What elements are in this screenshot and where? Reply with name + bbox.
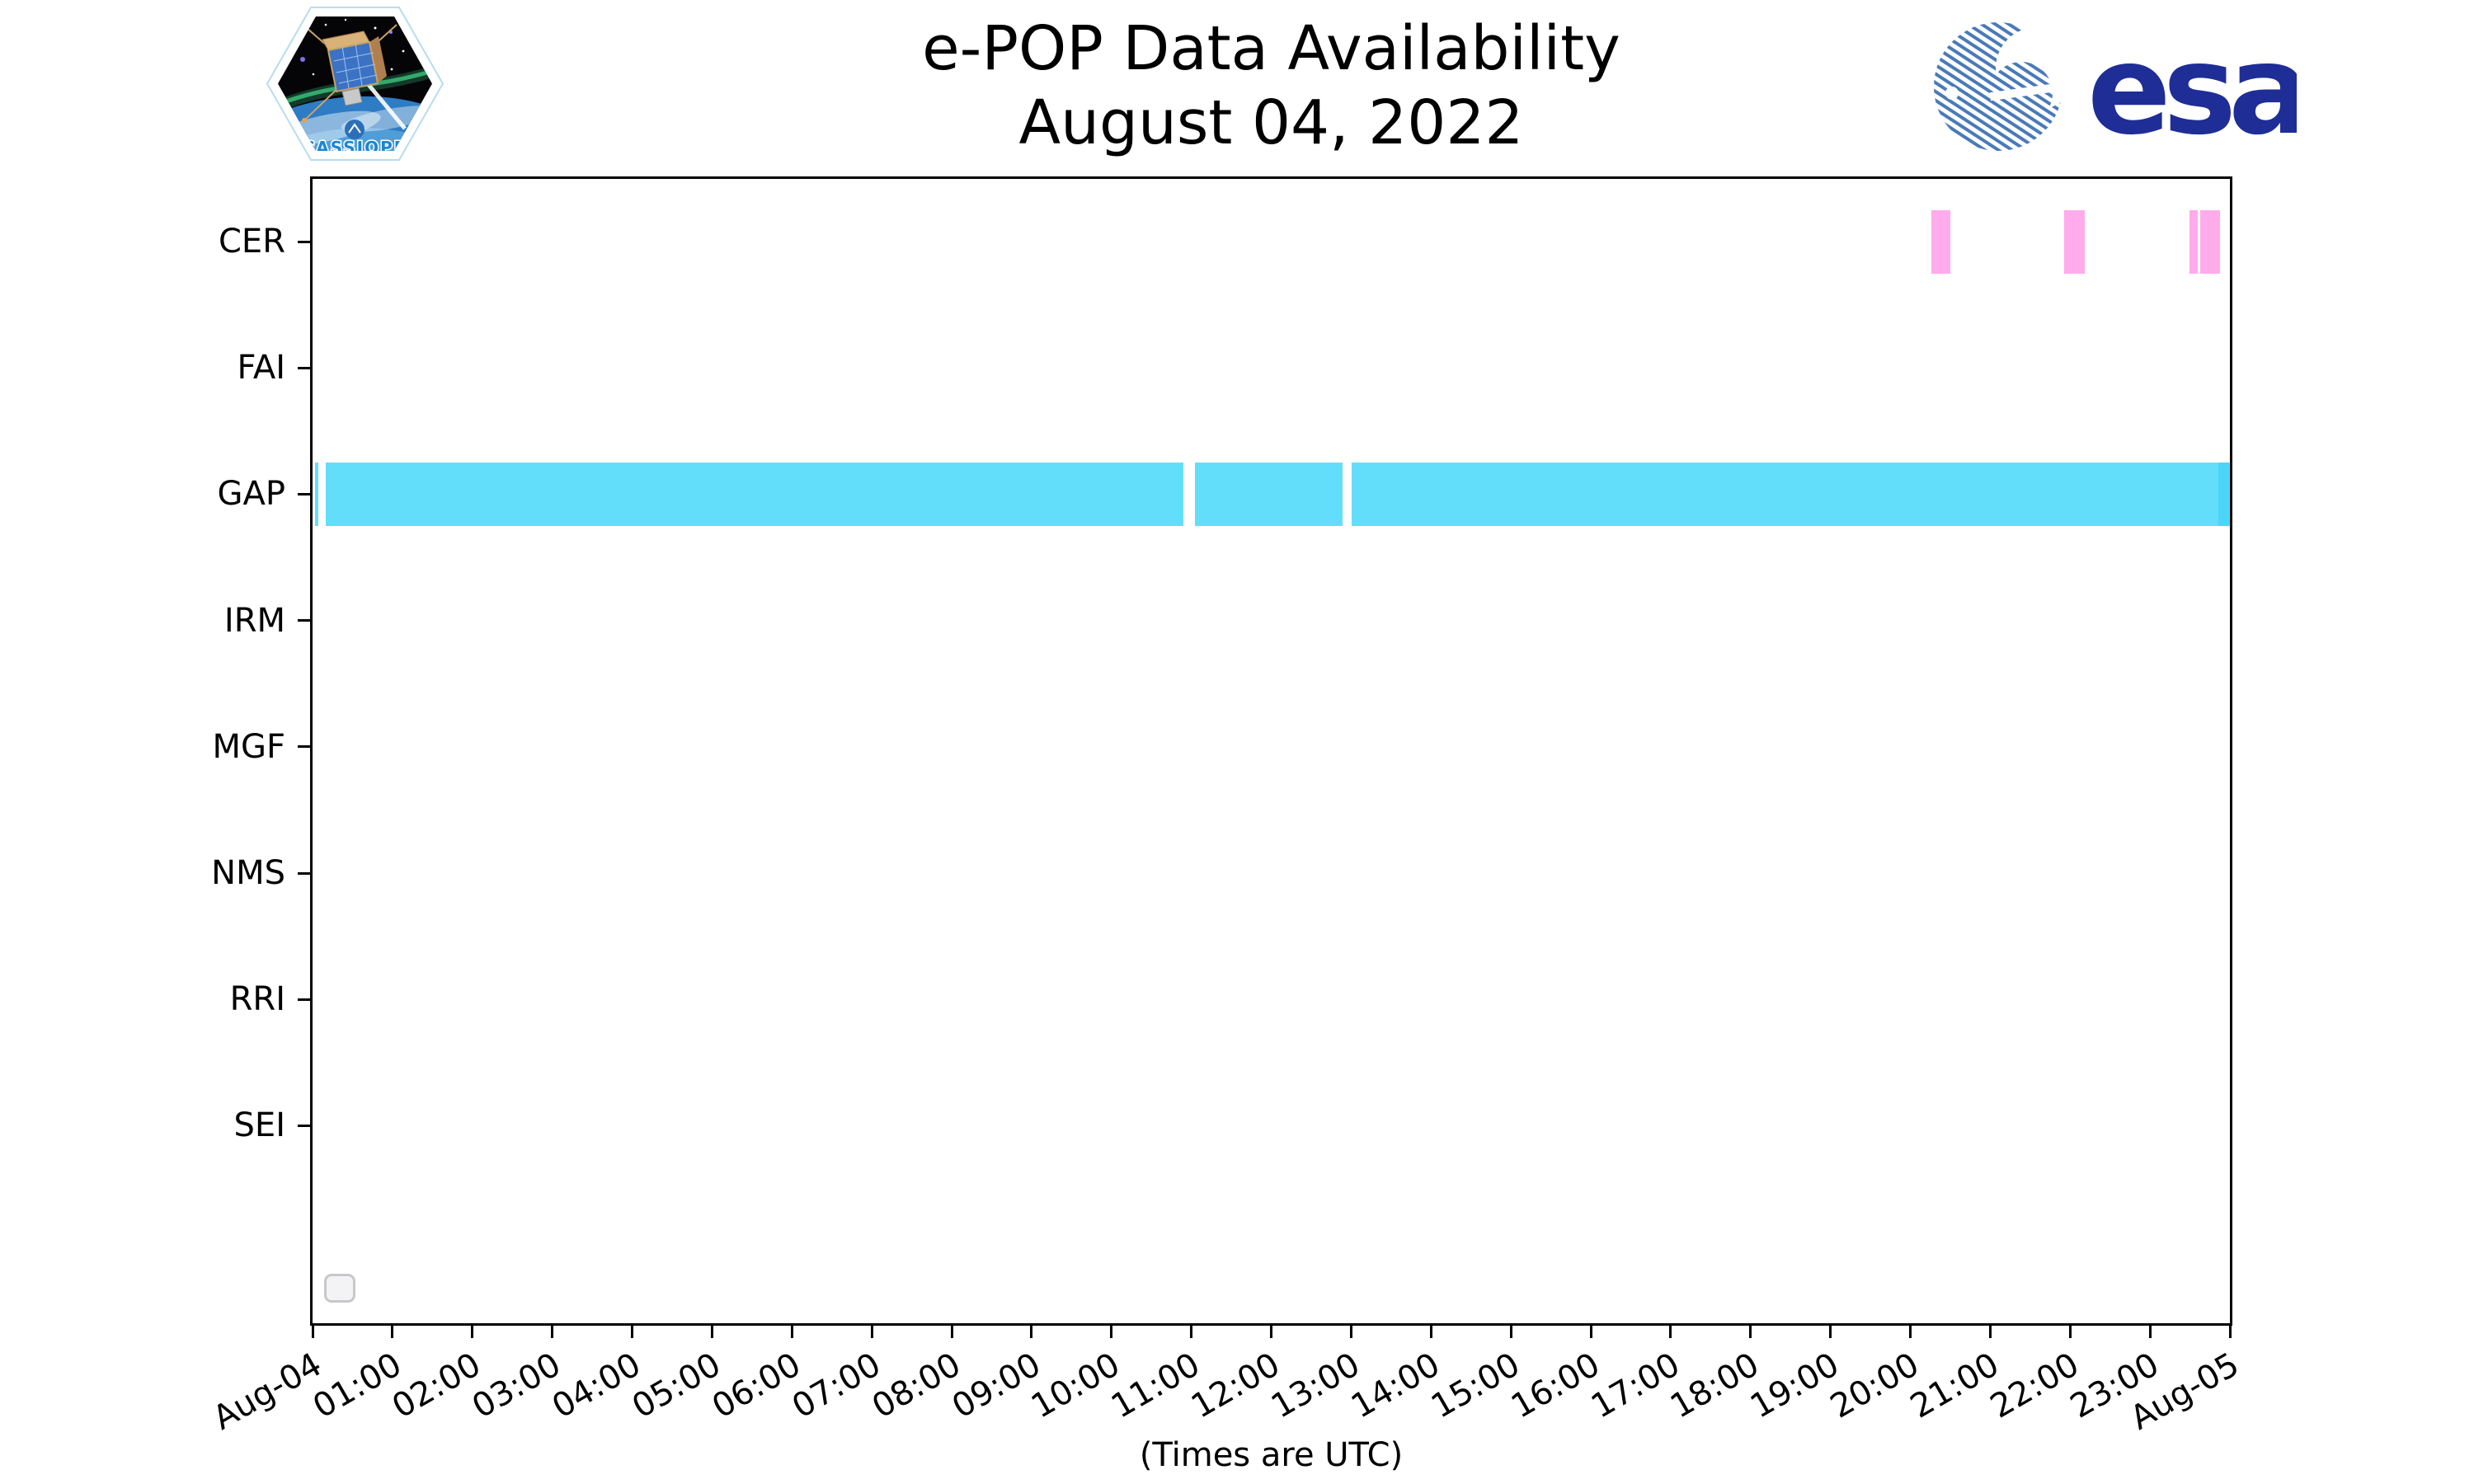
esa-globe	[1934, 22, 2078, 151]
y-label-cer: CER	[219, 223, 285, 261]
gap-availability-bar-2-0	[2218, 462, 2230, 526]
x-tick-19	[1829, 1326, 1832, 1338]
cer-availability-bar-0-0	[1931, 209, 1950, 274]
x-tick-13	[1349, 1326, 1352, 1338]
x-label-2: 02:00	[386, 1345, 488, 1426]
x-tick-20	[1909, 1326, 1912, 1338]
y-tick-mgf	[298, 745, 310, 749]
y-tick-cer	[298, 240, 310, 243]
x-label-3: 03:00	[466, 1345, 568, 1426]
legend-box	[324, 1274, 355, 1303]
gap-availability-bar-1-0	[315, 462, 319, 526]
y-tick-gap	[298, 492, 310, 495]
x-label-5: 05:00	[626, 1345, 727, 1426]
y-label-rri: RRI	[229, 980, 285, 1019]
x-tick-23	[2148, 1326, 2152, 1338]
y-tick-nms	[298, 871, 310, 875]
x-label-1: 01:00	[306, 1345, 408, 1426]
title-line-2: August 04, 2022	[1018, 87, 1524, 159]
x-label-8: 08:00	[865, 1345, 967, 1426]
x-label-19: 19:00	[1744, 1345, 1846, 1426]
y-label-irm: IRM	[223, 601, 285, 640]
x-label-12: 12:00	[1185, 1345, 1286, 1426]
x-tick-8	[950, 1326, 953, 1338]
x-tick-11	[1190, 1326, 1193, 1338]
esa-logo: esa	[1934, 19, 2297, 161]
gap-availability-bar-1-1	[325, 462, 1183, 526]
y-label-nms: NMS	[211, 854, 285, 892]
x-tick-12	[1270, 1326, 1272, 1338]
plot-area	[310, 176, 2232, 1326]
cassiope-mission-logo: CASSIOPE	[266, 7, 444, 161]
x-tick-18	[1749, 1326, 1752, 1338]
x-tick-6	[790, 1326, 793, 1338]
title-line-1: e-POP Data Availability	[922, 13, 1620, 84]
x-label-6: 06:00	[705, 1345, 807, 1426]
y-tick-sei	[298, 1124, 310, 1127]
x-label-20: 20:00	[1824, 1345, 1926, 1426]
x-tick-22	[2068, 1326, 2072, 1338]
x-label-17: 17:00	[1584, 1345, 1686, 1426]
y-label-mgf: MGF	[212, 727, 285, 766]
figure-title: e-POP Data Availability August 04, 2022	[310, 12, 2232, 161]
cer-availability-bar-0-3	[2200, 209, 2221, 274]
x-label-13: 13:00	[1265, 1345, 1366, 1426]
gap-availability-bar-1-2	[1195, 462, 1343, 526]
x-tick-2	[471, 1326, 474, 1338]
x-tick-4	[631, 1326, 633, 1338]
x-tick-21	[1988, 1326, 1992, 1338]
y-label-sei: SEI	[233, 1106, 285, 1145]
x-label-4: 04:00	[546, 1345, 647, 1426]
x-tick-17	[1669, 1326, 1672, 1338]
y-tick-rri	[298, 998, 310, 1001]
x-tick-3	[551, 1326, 554, 1338]
cer-availability-bar-0-2	[2189, 209, 2199, 274]
y-tick-fai	[298, 366, 310, 369]
x-label-18: 18:00	[1664, 1345, 1766, 1426]
x-axis-caption: (Times are UTC)	[1139, 1436, 1404, 1474]
x-label-21: 21:00	[1904, 1345, 2006, 1426]
x-label-22: 22:00	[1983, 1345, 2086, 1426]
x-tick-10	[1110, 1326, 1113, 1338]
y-label-fai: FAI	[237, 349, 286, 387]
esa-logo-text: esa	[2087, 19, 2297, 161]
x-label-16: 16:00	[1504, 1345, 1606, 1426]
cassiope-logo-text: CASSIOPE	[303, 138, 407, 157]
x-tick-5	[710, 1326, 713, 1338]
y-tick-irm	[298, 619, 310, 622]
x-label-10: 10:00	[1025, 1345, 1127, 1426]
x-label-14: 14:00	[1344, 1345, 1446, 1426]
x-tick-16	[1589, 1326, 1592, 1338]
x-label-9: 09:00	[945, 1345, 1047, 1426]
x-label-11: 11:00	[1105, 1345, 1207, 1426]
x-tick-9	[1030, 1326, 1033, 1338]
y-label-gap: GAP	[217, 475, 285, 514]
cer-availability-bar-0-1	[2064, 209, 2085, 274]
x-label-15: 15:00	[1424, 1345, 1526, 1426]
x-tick-14	[1429, 1326, 1432, 1338]
x-tick-24	[2228, 1326, 2232, 1338]
x-label-7: 07:00	[785, 1345, 887, 1426]
gap-availability-bar-1-3	[1352, 462, 2230, 526]
x-tick-15	[1509, 1326, 1512, 1338]
x-tick-0	[311, 1326, 314, 1338]
x-tick-7	[870, 1326, 873, 1338]
x-tick-1	[391, 1326, 394, 1338]
